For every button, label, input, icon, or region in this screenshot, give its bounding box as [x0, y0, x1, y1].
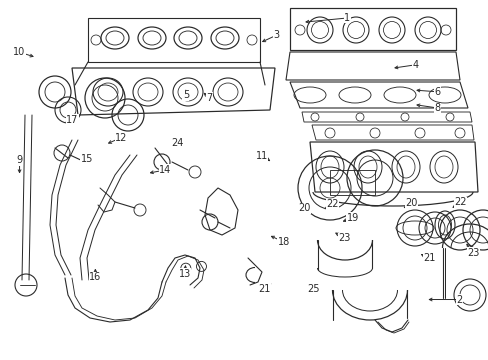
Text: 8: 8: [434, 103, 440, 113]
Text: 14: 14: [159, 165, 171, 175]
Text: 7: 7: [206, 93, 212, 103]
Text: 19: 19: [346, 213, 359, 223]
Text: 21: 21: [422, 253, 435, 264]
Text: 23: 23: [338, 233, 350, 243]
Text: 9: 9: [17, 155, 22, 165]
Text: 11: 11: [255, 150, 267, 161]
Text: 15: 15: [81, 154, 93, 164]
Text: 6: 6: [434, 87, 440, 97]
Bar: [329, 170, 374, 195]
Text: 20: 20: [297, 203, 310, 213]
Text: 3: 3: [273, 30, 279, 40]
Text: 18: 18: [277, 237, 289, 247]
Text: 21: 21: [257, 284, 270, 294]
Text: 5: 5: [183, 90, 188, 100]
Text: 17: 17: [66, 114, 79, 125]
Text: 20: 20: [405, 198, 417, 208]
Text: 1: 1: [344, 13, 349, 23]
Text: 10: 10: [13, 47, 26, 57]
Text: 24: 24: [170, 138, 183, 148]
Text: 12: 12: [115, 132, 127, 143]
Text: 23: 23: [466, 248, 479, 258]
Text: 4: 4: [412, 60, 418, 70]
Text: 16: 16: [89, 272, 102, 282]
Text: 2: 2: [456, 294, 462, 305]
Text: 13: 13: [178, 269, 191, 279]
Text: 22: 22: [325, 199, 338, 210]
Text: 22: 22: [453, 197, 466, 207]
Text: 25: 25: [307, 284, 320, 294]
